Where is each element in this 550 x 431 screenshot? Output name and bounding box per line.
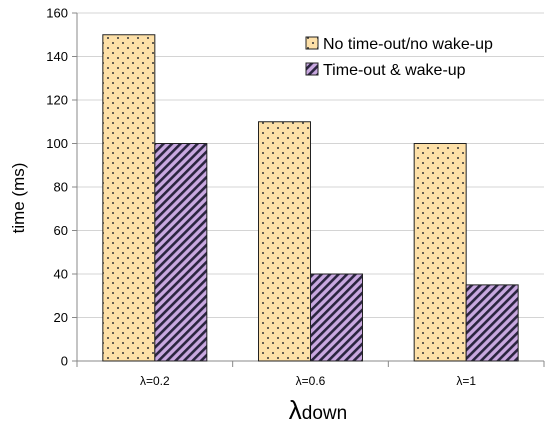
y-tick-label: 80 (54, 180, 68, 195)
y-tick-label: 140 (46, 49, 68, 64)
bar-1-2 (258, 121, 311, 362)
bars (102, 34, 519, 362)
x-tick-labels: λ=0.2 λ=0.6 λ=1 (140, 374, 476, 388)
y-tick-labels: 0 20 40 60 80 100 120 140 160 (46, 6, 68, 369)
x-tick-label: λ=0.2 (140, 374, 170, 388)
legend-label-series-2: Time-out & wake-up (323, 62, 466, 79)
y-axis-label: time (ms) (9, 163, 28, 234)
y-tick-label: 100 (46, 136, 68, 151)
legend: No time-out/no wake-up Time-out & wake-u… (305, 36, 493, 79)
x-tick-label: λ=1 (456, 374, 476, 388)
legend-swatch-series-1 (305, 36, 319, 50)
y-tick-label: 120 (46, 93, 68, 108)
x-axis-label-sub: down (302, 403, 347, 424)
y-tick-label: 20 (54, 310, 68, 325)
y-tick-label: 160 (46, 6, 68, 21)
bar-2-1 (154, 143, 208, 362)
y-tick-label: 40 (54, 267, 68, 282)
bar-1-3 (413, 143, 467, 362)
bar-1-1 (102, 34, 156, 362)
bar-2-2 (310, 273, 363, 362)
x-axis-label: λdown (289, 395, 347, 425)
x-tick-label: λ=0.6 (296, 374, 326, 388)
y-tick-label: 60 (54, 223, 68, 238)
bar-2-3 (465, 284, 519, 362)
x-axis-label-main: λ (289, 395, 302, 425)
legend-label-series-1: No time-out/no wake-up (323, 36, 493, 53)
legend-swatch-series-2 (305, 62, 319, 76)
y-tick-label: 0 (61, 354, 68, 369)
